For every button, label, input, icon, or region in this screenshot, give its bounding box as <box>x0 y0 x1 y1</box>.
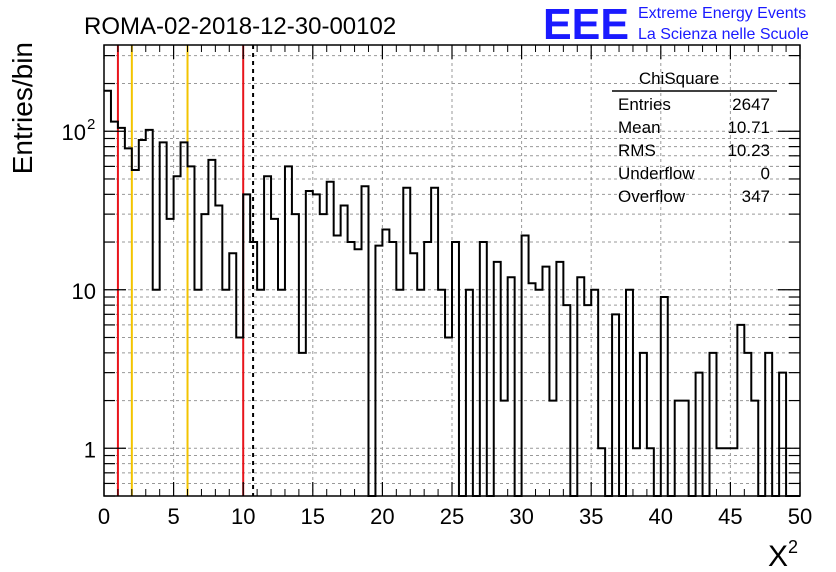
x-tick-label: 20 <box>370 504 394 529</box>
stats-box: ChiSquare Entries 2647 Mean 10.71 RMS 10.23 Un… <box>612 69 777 206</box>
grid-layer <box>104 45 800 497</box>
stats-row-label: Underflow <box>618 164 695 183</box>
chart-title: ROMA-02-2018-12-30-00102 <box>84 13 396 40</box>
x-tick-labels: 0 5 10 15 20 25 30 35 40 45 50 <box>98 504 812 529</box>
x-axis-label-superscript: 2 <box>788 537 798 557</box>
stats-row-value: 0 <box>761 164 770 183</box>
stats-row-value: 347 <box>742 187 770 206</box>
stats-row-label: Entries <box>618 95 671 114</box>
x-tick-label: 45 <box>718 504 742 529</box>
y-axis-label: Entries/bin <box>7 42 38 174</box>
x-tick-label: 30 <box>509 504 533 529</box>
stats-row-value: 10.71 <box>727 118 770 137</box>
y-tick-label-exponent: 2 <box>87 116 95 133</box>
logo-line-2: La Scienza nelle Scuole <box>638 26 809 43</box>
stats-row-value: 2647 <box>732 95 770 114</box>
stats-row-value: 10.23 <box>727 141 770 160</box>
x-tick-label: 5 <box>167 504 179 529</box>
stats-row-label: RMS <box>618 141 656 160</box>
y-tick-label: 10 <box>62 120 86 145</box>
x-tick-label: 25 <box>440 504 464 529</box>
stats-rows: Entries 2647 Mean 10.71 RMS 10.23 Underflow 0 Ov… <box>618 95 770 206</box>
cut-lines-layer <box>116 45 255 496</box>
eee-logo: EEE Extreme Energy Events La Scienza nel… <box>543 0 809 49</box>
x-tick-label: 10 <box>231 504 255 529</box>
y-tick-label: 10 <box>72 279 96 304</box>
y-tick-label: 1 <box>84 437 96 462</box>
x-tick-label: 35 <box>579 504 603 529</box>
x-tick-label: 15 <box>301 504 325 529</box>
stats-row-label: Mean <box>618 118 661 137</box>
x-axis-label-main: X <box>768 540 788 572</box>
ticks-layer <box>103 45 801 497</box>
x-tick-label: 40 <box>649 504 673 529</box>
stats-row-label: Overflow <box>618 187 686 206</box>
stats-title: ChiSquare <box>639 69 719 88</box>
x-tick-label: 50 <box>788 504 812 529</box>
x-tick-label: 0 <box>98 504 110 529</box>
eee-logo-mark: EEE <box>543 0 629 49</box>
logo-line-1: Extreme Energy Events <box>638 5 806 22</box>
x-axis-label: X2 <box>768 537 798 572</box>
